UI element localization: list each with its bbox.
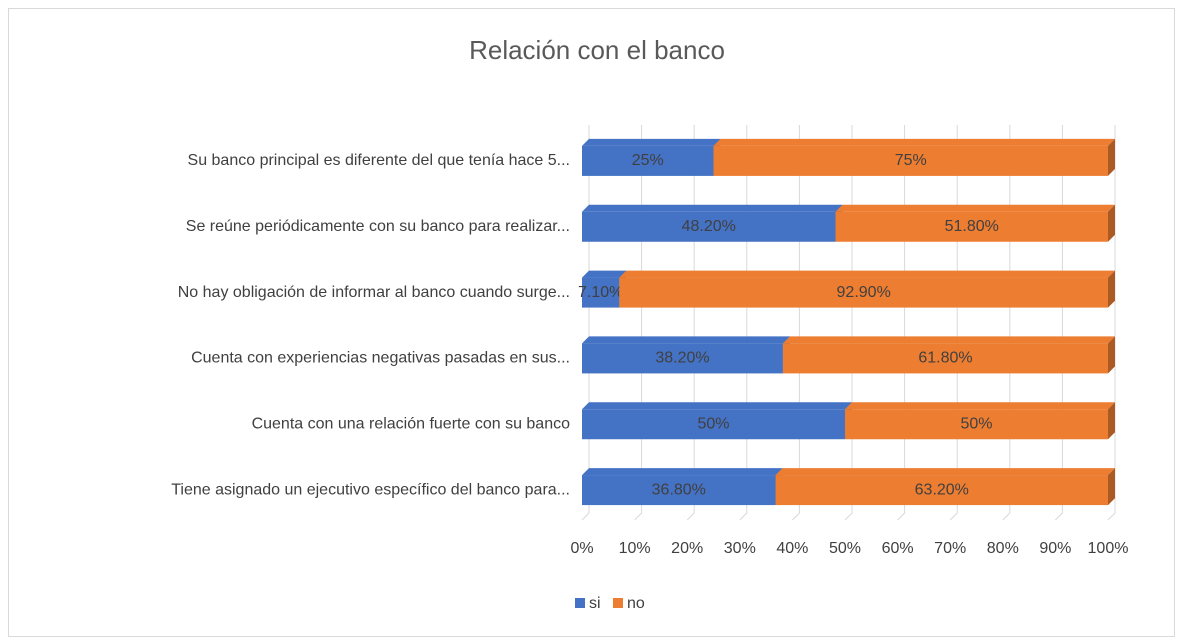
data-label: 36.80% — [652, 481, 706, 498]
legend-swatch — [575, 598, 585, 608]
y-tick-label: Su banco principal es diferente del que … — [188, 152, 570, 169]
y-tick-label: Cuenta con experiencias negativas pasada… — [191, 350, 570, 367]
bar-side — [1108, 270, 1115, 308]
x-tick-label: 30% — [724, 540, 756, 557]
x-tick-label: 60% — [882, 540, 914, 557]
grid-line — [949, 125, 958, 521]
data-label: 50% — [697, 415, 729, 432]
bar — [582, 145, 714, 176]
data-label: 63.20% — [915, 481, 969, 498]
y-tick-label: Cuenta con una relación fuerte con su ba… — [252, 415, 571, 432]
bar — [845, 409, 1108, 440]
grid-line — [844, 125, 853, 521]
data-label: 38.20% — [655, 350, 709, 367]
grid-line — [897, 125, 906, 521]
x-tick-label: 90% — [1039, 540, 1071, 557]
grid-line — [1002, 125, 1011, 521]
bar-top — [582, 468, 783, 476]
grid-line — [792, 125, 800, 521]
bar-top — [782, 336, 1115, 344]
x-tick-label: 20% — [671, 540, 703, 557]
grid-line — [1055, 125, 1063, 521]
data-label: 75% — [895, 152, 927, 169]
bar — [835, 211, 1108, 242]
data-label: 7.10% — [578, 284, 623, 301]
bar — [582, 277, 620, 308]
bar-side — [1108, 468, 1115, 506]
x-tick-label: 50% — [829, 540, 861, 557]
bar-side — [1108, 402, 1115, 440]
y-tick-label: No hay obligación de informar al banco c… — [178, 284, 570, 301]
data-label: 48.20% — [682, 218, 736, 235]
bar — [775, 475, 1108, 506]
bar-top — [835, 204, 1115, 212]
data-label: 50% — [960, 415, 992, 432]
x-tick-label: 80% — [987, 540, 1019, 557]
bar — [582, 409, 845, 440]
grid-line — [1107, 125, 1116, 521]
bar — [582, 475, 776, 506]
data-label: 51.80% — [945, 218, 999, 235]
chart-border — [8, 8, 1175, 637]
bar — [619, 277, 1108, 308]
legend-label: si — [589, 595, 601, 612]
x-tick-label: 70% — [934, 540, 966, 557]
bar-top — [582, 138, 721, 146]
legend-swatch — [613, 598, 623, 608]
bar-top — [845, 402, 1115, 410]
bar — [782, 343, 1108, 374]
x-tick-label: 10% — [619, 540, 651, 557]
x-tick-label: 0% — [570, 540, 593, 557]
x-tick-label: 40% — [776, 540, 808, 557]
data-label: 61.80% — [918, 350, 972, 367]
bar — [582, 211, 836, 242]
grid-line — [739, 125, 748, 521]
bar-side — [1108, 204, 1115, 242]
bar-top — [713, 138, 1115, 146]
legend-label: no — [627, 595, 645, 612]
y-tick-label: Se reúne periódicamente con su banco par… — [186, 218, 570, 235]
bar-top — [582, 402, 852, 410]
bar-top — [582, 270, 627, 278]
bar-top — [775, 468, 1115, 476]
x-tick-label: 100% — [1088, 540, 1129, 557]
bar-top — [619, 270, 1115, 278]
chart-title: Relación con el banco — [469, 35, 725, 65]
data-label: 25% — [632, 152, 664, 169]
grid-line — [581, 125, 590, 521]
grid-line — [634, 125, 643, 521]
bar-side — [1108, 336, 1115, 374]
y-tick-label: Tiene asignado un ejecutivo específico d… — [171, 481, 570, 498]
bar-side — [1108, 138, 1115, 176]
bar-top — [582, 336, 790, 344]
bar-top — [582, 204, 843, 212]
grid-line — [686, 125, 695, 521]
data-label: 92.90% — [837, 284, 891, 301]
bar — [582, 343, 783, 374]
bar — [713, 145, 1108, 176]
